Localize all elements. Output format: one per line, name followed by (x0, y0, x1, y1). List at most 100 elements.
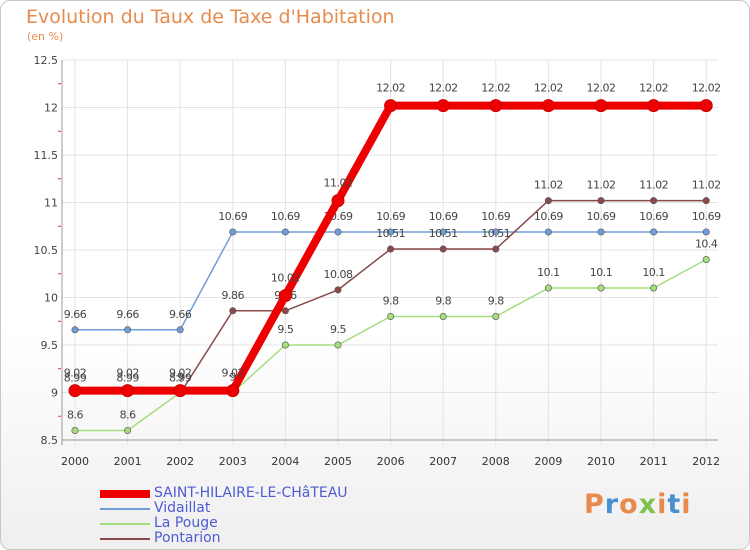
data-point-1 (71, 326, 79, 334)
data-point-2 (597, 284, 605, 292)
data-label-3: 11.02 (692, 179, 721, 192)
data-label-3: 10.51 (429, 227, 458, 240)
y-tick-label: 10.5 (34, 244, 59, 257)
data-label-2: 9 (230, 371, 237, 384)
data-label-0: 9.02 (169, 367, 192, 380)
y-tick-label: 9.5 (41, 339, 59, 352)
x-tick-label: 2001 (114, 455, 142, 468)
data-point-1 (124, 326, 132, 334)
data-label-2: 9.5 (330, 323, 346, 336)
data-point-3 (334, 286, 342, 294)
data-label-2: 9 (177, 371, 184, 384)
y-tick-label: 12.5 (34, 54, 59, 67)
data-point-1 (176, 326, 184, 334)
logo-letter: t (667, 489, 682, 520)
legend-swatch-2 (100, 523, 150, 525)
data-label-1: 10.69 (376, 210, 405, 223)
data-label-3: 11.02 (534, 179, 563, 192)
data-point-1 (702, 228, 710, 236)
x-tick-label: 2009 (534, 455, 562, 468)
data-label-0: 11.02 (324, 177, 353, 190)
legend-label-3: Pontarion (154, 530, 221, 546)
data-point-0 (699, 99, 713, 113)
data-label-3: 8.99 (169, 371, 192, 384)
data-label-0: 9.02 (222, 367, 245, 380)
data-label-1: 10.69 (218, 210, 247, 223)
data-label-3: 9.86 (222, 289, 245, 302)
data-point-0 (226, 384, 240, 398)
data-label-2: 10.1 (642, 266, 665, 279)
data-label-0: 12.02 (639, 82, 668, 95)
legend-label-0: SAINT-HILAIRE-LE-CHâTEAU (154, 485, 348, 501)
data-point-2 (71, 426, 79, 434)
data-label-1: 9.66 (116, 308, 139, 321)
data-point-0 (436, 99, 450, 113)
data-point-0 (331, 194, 345, 208)
data-point-1 (544, 228, 552, 236)
x-tick-label: 2005 (324, 455, 352, 468)
data-label-3: 8.99 (116, 371, 139, 384)
data-point-0 (541, 99, 555, 113)
data-label-3: 11.02 (587, 179, 616, 192)
data-point-1 (597, 228, 605, 236)
data-label-1: 9.66 (64, 308, 87, 321)
x-tick-label: 2000 (61, 455, 89, 468)
data-point-2 (124, 426, 132, 434)
x-tick-label: 2008 (482, 455, 510, 468)
x-tick-label: 2011 (640, 455, 668, 468)
proxiti-logo: Proxiti (584, 489, 692, 520)
data-point-1 (387, 228, 395, 236)
data-label-1: 10.69 (692, 210, 721, 223)
data-label-1: 10.69 (271, 210, 300, 223)
data-point-1 (281, 228, 289, 236)
chart-unit: (en %) (27, 30, 64, 43)
data-label-0: 12.02 (376, 82, 405, 95)
x-tick-label: 2002 (166, 455, 194, 468)
x-tick-label: 2007 (429, 455, 457, 468)
data-point-2 (492, 312, 500, 320)
y-tick-label: 8.5 (41, 434, 59, 447)
y-tick-label: 10 (44, 292, 58, 305)
data-point-3 (281, 307, 289, 315)
x-tick-label: 2004 (271, 455, 299, 468)
data-point-2 (544, 284, 552, 292)
y-tick-label: 12 (44, 102, 58, 115)
data-point-2 (281, 341, 289, 349)
logo-letter: i (681, 489, 692, 520)
legend-swatch-3 (100, 538, 150, 540)
data-point-3 (229, 307, 237, 315)
data-point-3 (597, 197, 605, 205)
data-point-2 (702, 255, 710, 263)
legend-label-1: Vidaillat (154, 500, 211, 516)
y-tick-label: 9 (51, 387, 58, 400)
data-point-3 (702, 197, 710, 205)
data-label-3: 11.02 (639, 179, 668, 192)
data-label-1: 10.69 (587, 210, 616, 223)
data-point-3 (544, 197, 552, 205)
data-label-1: 10.69 (534, 210, 563, 223)
data-label-2: 9.8 (383, 295, 399, 308)
data-point-1 (229, 228, 237, 236)
data-point-3 (650, 197, 658, 205)
data-label-1: 10.69 (481, 210, 510, 223)
x-tick-label: 2012 (692, 455, 720, 468)
data-label-2: 10.4 (695, 238, 718, 251)
data-label-2: 8.6 (120, 409, 136, 422)
data-point-3 (387, 245, 395, 253)
data-point-0 (489, 99, 503, 113)
data-point-2 (650, 284, 658, 292)
data-label-3: 8.99 (64, 371, 87, 384)
x-tick-label: 2010 (587, 455, 615, 468)
data-label-2: 10.1 (590, 266, 613, 279)
data-label-2: 9.5 (277, 323, 293, 336)
data-point-1 (650, 228, 658, 236)
data-label-1: 9.66 (169, 308, 192, 321)
data-point-0 (647, 99, 661, 113)
data-label-0: 10.02 (271, 272, 300, 285)
data-point-0 (594, 99, 608, 113)
data-label-0: 12.02 (587, 82, 616, 95)
data-label-0: 12.02 (429, 82, 458, 95)
data-point-2 (387, 312, 395, 320)
